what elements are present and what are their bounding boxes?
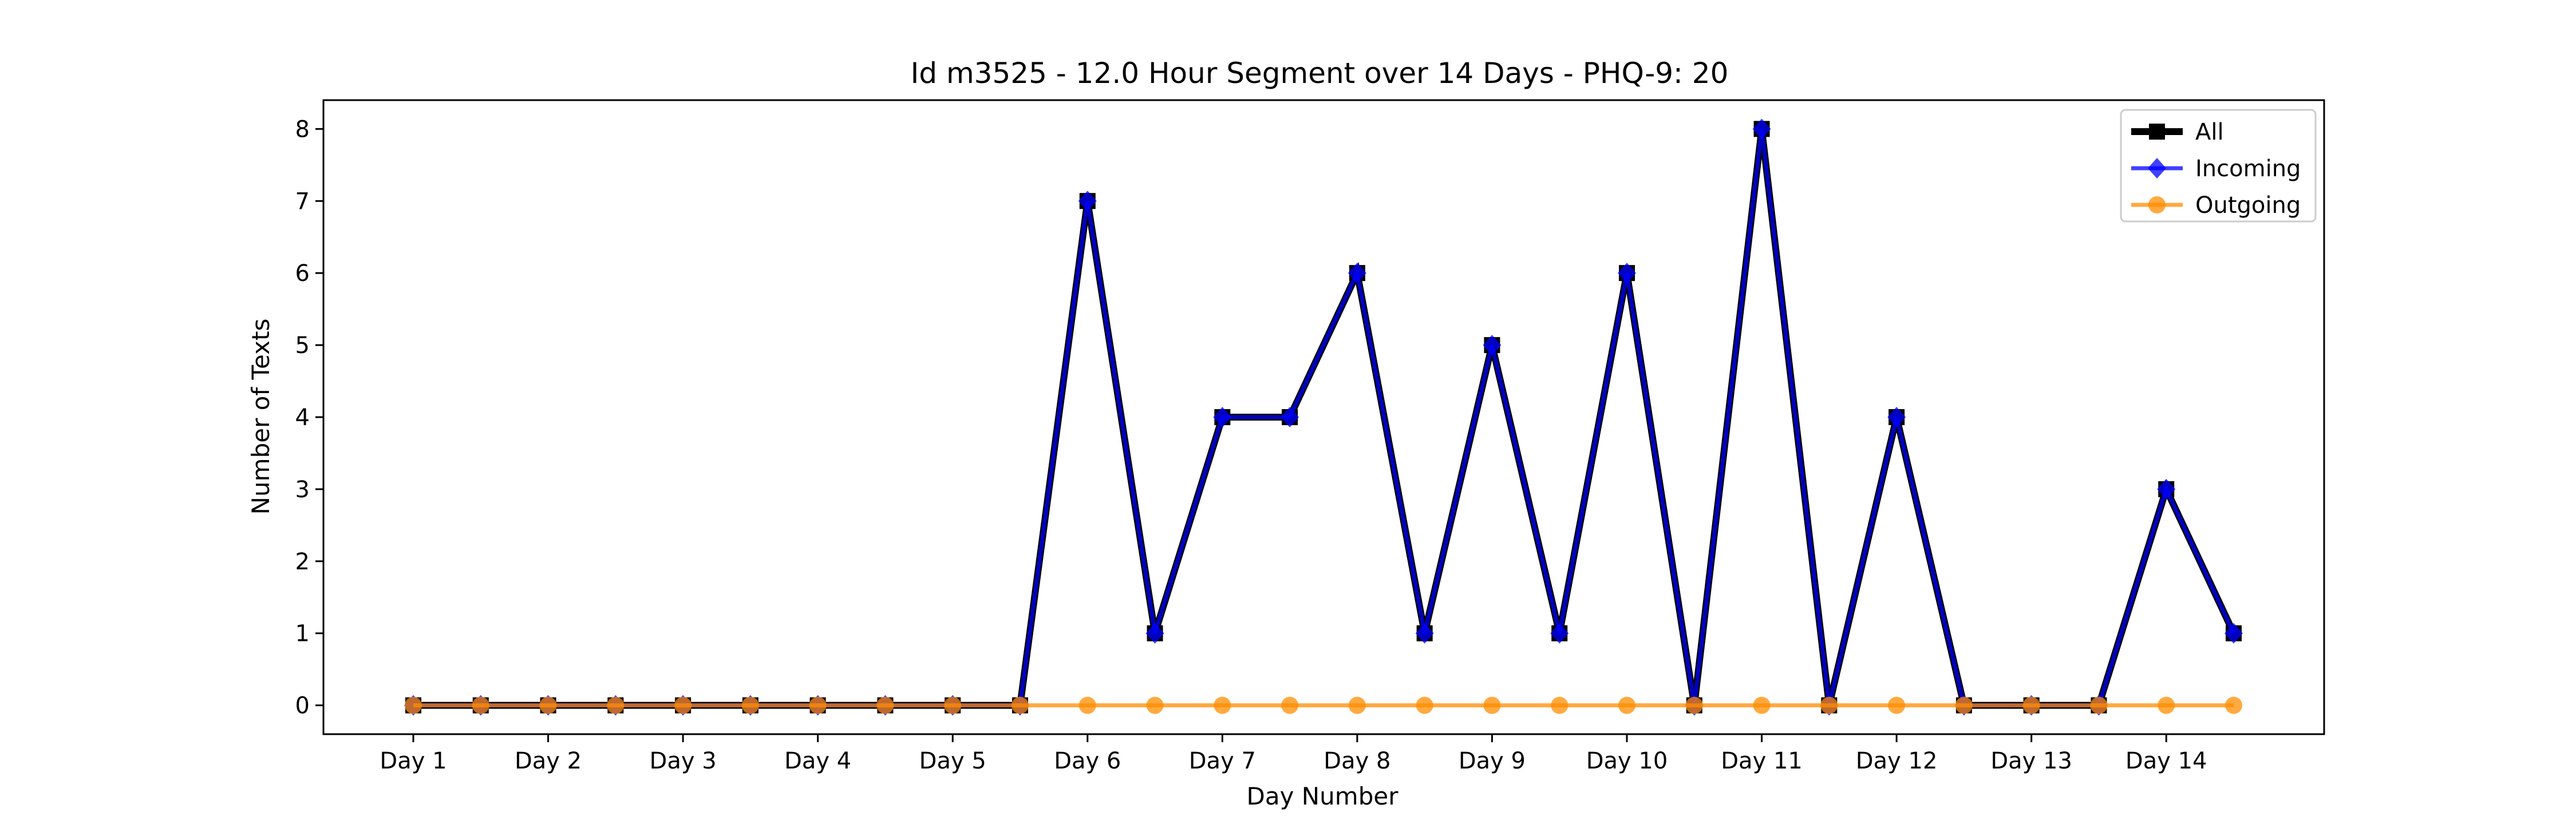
data-point-incoming — [1348, 263, 1366, 284]
data-point-incoming — [1550, 623, 1569, 644]
y-tick-label: 0 — [295, 693, 310, 719]
x-tick-label: Day 10 — [1586, 748, 1668, 774]
legend: All Incoming Outgoing — [2120, 109, 2317, 223]
y-axis-title: Number of Texts — [247, 319, 275, 515]
data-point-incoming — [1618, 263, 1636, 284]
data-point-incoming — [1415, 623, 1434, 644]
data-point-outgoing — [1753, 696, 1771, 714]
y-tick-label: 1 — [295, 621, 310, 647]
legend-frame — [2120, 109, 2317, 223]
data-point-outgoing — [674, 696, 692, 714]
y-tick-label: 4 — [295, 405, 310, 431]
x-tick-label: Day 13 — [1990, 748, 2072, 774]
legend-swatch-marker — [2148, 196, 2166, 213]
legend-label: Outgoing — [2195, 192, 2301, 219]
data-point-outgoing — [1551, 696, 1568, 714]
data-point-outgoing — [876, 696, 894, 714]
legend-swatch-marker — [2148, 158, 2166, 179]
data-point-outgoing — [1012, 696, 1029, 714]
data-point-outgoing — [1416, 696, 1433, 714]
data-point-outgoing — [1955, 696, 1973, 714]
y-tick-label: 8 — [295, 116, 310, 142]
data-point-outgoing — [2158, 696, 2175, 714]
x-axis-title: Day Number — [1246, 782, 1398, 810]
data-point-incoming — [2157, 478, 2176, 500]
legend-item-outgoing: Outgoing — [2131, 192, 2301, 219]
data-point-outgoing — [1348, 696, 1366, 714]
y-tick-label: 7 — [295, 188, 310, 215]
x-tick-label: Day 3 — [650, 748, 717, 774]
data-point-outgoing — [944, 696, 962, 714]
data-point-incoming — [1281, 407, 1299, 427]
series-line-all — [413, 128, 2237, 709]
data-point-outgoing — [1214, 696, 1231, 714]
x-tick-label: Day 6 — [1054, 748, 1121, 774]
data-point-outgoing — [1618, 696, 1635, 714]
data-point-outgoing — [1820, 696, 1838, 714]
data-point-outgoing — [539, 696, 557, 714]
data-point-incoming — [1145, 623, 1164, 644]
x-tick-label: Day 7 — [1189, 748, 1256, 774]
x-tick-label: Day 2 — [515, 748, 582, 774]
y-axis: 0 1 2 3 4 5 6 7 8 — [295, 116, 323, 719]
data-point-outgoing — [809, 696, 827, 714]
data-point-incoming — [1752, 118, 1771, 140]
legend-label: All — [2195, 119, 2224, 145]
x-axis: Day 1 Day 2 Day 3 Day 4 Day 5 Day 6 Day 7 Day 8… — [380, 734, 2207, 774]
data-point-outgoing — [1483, 696, 1501, 714]
chart-title: Id m3525 - 12.0 Hour Segment over 14 Day… — [911, 57, 1729, 90]
series-all — [405, 121, 2242, 714]
x-tick-label: Day 8 — [1323, 748, 1390, 774]
x-tick-label: Day 1 — [380, 748, 447, 774]
data-point-incoming — [1887, 407, 1906, 427]
data-point-outgoing — [1146, 696, 1164, 714]
data-point-outgoing — [1685, 696, 1703, 714]
legend-swatch-marker — [2149, 124, 2165, 140]
x-tick-label: Day 5 — [919, 748, 986, 774]
data-point-outgoing — [1281, 696, 1299, 714]
data-point-incoming — [1213, 407, 1232, 427]
y-tick-label: 2 — [295, 549, 310, 575]
data-point-outgoing — [607, 696, 625, 714]
data-point-incoming — [1483, 335, 1502, 356]
data-point-outgoing — [2090, 696, 2108, 714]
y-tick-label: 5 — [295, 332, 310, 359]
data-point-incoming — [2225, 623, 2243, 644]
x-tick-label: Day 11 — [1721, 748, 1803, 774]
series-layer — [404, 118, 2243, 716]
x-tick-label: Day 12 — [1856, 748, 1938, 774]
x-tick-label: Day 9 — [1459, 748, 1526, 774]
legend-item-all: All — [2131, 119, 2224, 145]
data-point-outgoing — [405, 696, 422, 714]
x-tick-label: Day 4 — [784, 748, 851, 774]
data-point-outgoing — [1078, 696, 1096, 714]
series-incoming — [404, 118, 2243, 716]
x-tick-label: Day 14 — [2125, 748, 2207, 774]
legend-item-incoming: Incoming — [2131, 156, 2301, 182]
y-tick-label: 3 — [295, 477, 310, 503]
data-point-outgoing — [1888, 696, 1906, 714]
series-outgoing — [405, 696, 2242, 714]
data-point-outgoing — [2022, 696, 2040, 714]
data-point-outgoing — [2225, 696, 2242, 714]
legend-label: Incoming — [2195, 156, 2301, 182]
series-line-incoming — [413, 128, 2236, 708]
data-point-incoming — [1078, 191, 1097, 212]
y-tick-label: 6 — [295, 260, 310, 287]
data-point-outgoing — [472, 696, 489, 714]
plot-frame — [322, 99, 2325, 735]
data-point-outgoing — [741, 696, 759, 714]
